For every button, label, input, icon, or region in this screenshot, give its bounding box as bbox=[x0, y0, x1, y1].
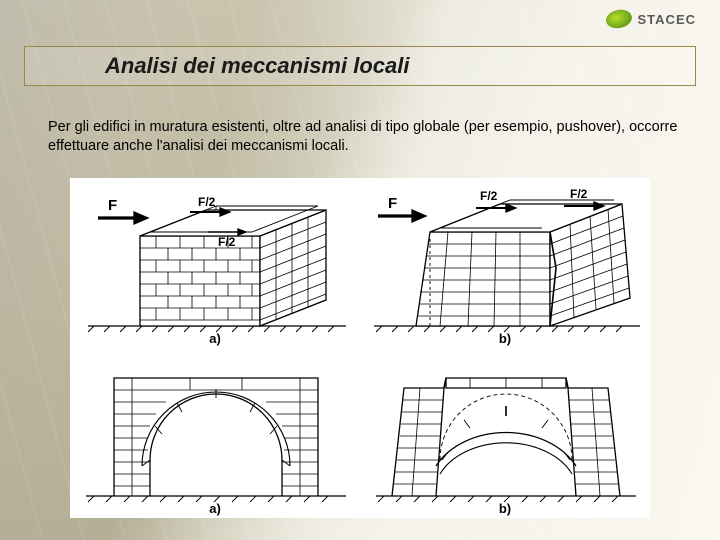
figure-caption-top-b: b) bbox=[499, 331, 511, 346]
force-label-F2-2: F/2 bbox=[218, 235, 236, 249]
figure-row-top: F F/2 F/2 a) bbox=[70, 178, 650, 348]
figure-caption-bottom-a: a) bbox=[209, 501, 221, 516]
brand-name: STACEC bbox=[638, 12, 696, 27]
logo-icon bbox=[604, 7, 633, 30]
figure-top-a: F F/2 F/2 a) bbox=[70, 178, 360, 348]
figure-caption-bottom-b: b) bbox=[499, 501, 511, 516]
figure-row-bottom: a) bbox=[70, 348, 650, 518]
svg-text:F/2: F/2 bbox=[570, 187, 588, 201]
figure-caption-top-a: a) bbox=[209, 331, 221, 346]
brand-logo: STACEC bbox=[606, 10, 696, 28]
figure-bottom-b: b) bbox=[360, 348, 650, 518]
figures-container: F F/2 F/2 a) bbox=[70, 178, 650, 518]
slide-title: Analisi dei meccanismi locali bbox=[105, 53, 671, 79]
force-label-F2-1: F/2 bbox=[198, 195, 216, 209]
figure-bottom-a: a) bbox=[70, 348, 360, 518]
svg-text:F: F bbox=[388, 195, 397, 212]
svg-text:F/2: F/2 bbox=[480, 189, 498, 203]
figure-top-b: F F/2 F/2 b) bbox=[360, 178, 650, 348]
slide-title-box: Analisi dei meccanismi locali bbox=[24, 46, 696, 86]
slide-paragraph: Per gli edifici in muratura esistenti, o… bbox=[48, 118, 680, 155]
force-label-F: F bbox=[108, 197, 117, 214]
